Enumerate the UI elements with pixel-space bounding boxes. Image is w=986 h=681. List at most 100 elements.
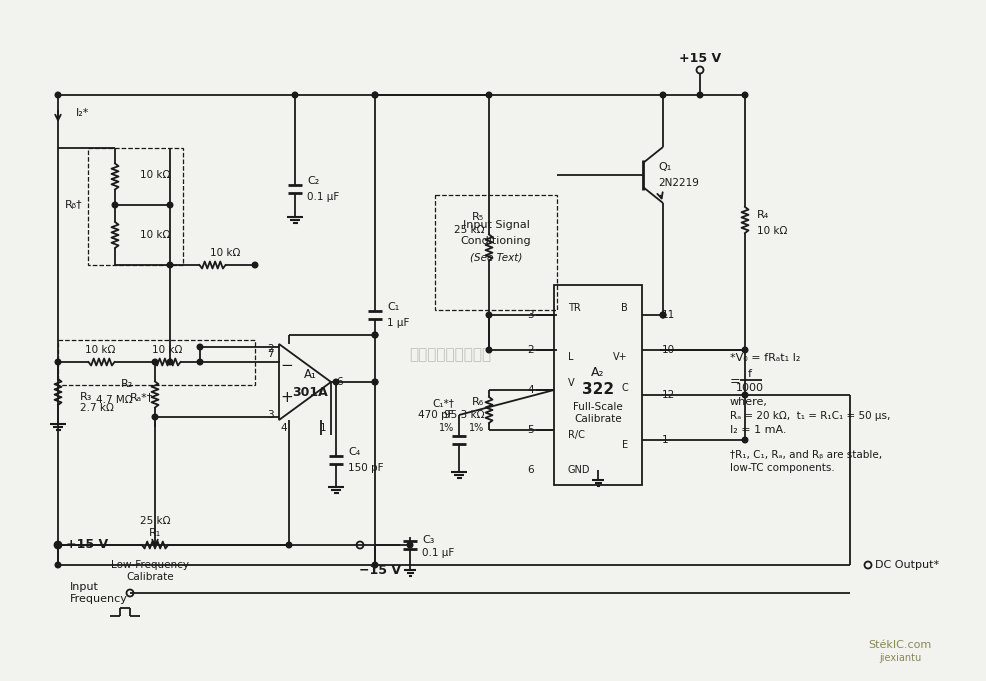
Text: 1: 1	[319, 423, 326, 433]
Text: −15 V: −15 V	[359, 563, 401, 577]
Bar	[435, 195, 557, 310]
Circle shape	[697, 92, 703, 98]
Text: C: C	[621, 383, 628, 393]
Text: 322: 322	[582, 383, 614, 398]
Text: 0.1 μF: 0.1 μF	[307, 191, 339, 202]
Text: 10 kΩ: 10 kΩ	[140, 230, 171, 240]
Circle shape	[372, 92, 378, 98]
Text: Calibrate: Calibrate	[574, 414, 622, 424]
Text: Rₐ = 20 kΩ,  t₁ = R₁C₁ = 50 μs,: Rₐ = 20 kΩ, t₁ = R₁C₁ = 50 μs,	[730, 411, 890, 421]
Circle shape	[55, 542, 61, 548]
Text: V: V	[568, 378, 575, 388]
Text: 470 pF: 470 pF	[418, 410, 454, 420]
Text: 10: 10	[662, 345, 675, 355]
Text: R₂: R₂	[120, 379, 133, 389]
Circle shape	[372, 379, 378, 385]
Circle shape	[112, 202, 117, 208]
Text: GND: GND	[568, 465, 591, 475]
Text: R/C: R/C	[568, 430, 585, 440]
Text: 2: 2	[267, 344, 274, 354]
Text: L: L	[568, 352, 574, 362]
Text: 25 kΩ: 25 kΩ	[454, 225, 484, 235]
Text: low-TC components.: low-TC components.	[730, 463, 835, 473]
Text: A₁: A₁	[304, 368, 317, 381]
Circle shape	[168, 262, 173, 268]
Text: +: +	[281, 390, 294, 405]
Text: Input: Input	[70, 582, 99, 592]
Text: E: E	[622, 440, 628, 450]
Text: A₂: A₂	[592, 366, 604, 379]
Text: DC Output*: DC Output*	[875, 560, 939, 570]
Circle shape	[742, 437, 747, 443]
Text: I₂ = 1 mA.: I₂ = 1 mA.	[730, 425, 787, 435]
Text: 1000: 1000	[736, 383, 764, 393]
Text: 10 kΩ: 10 kΩ	[140, 170, 171, 180]
Text: 11: 11	[662, 310, 675, 320]
Circle shape	[372, 332, 378, 338]
Text: 4: 4	[528, 385, 534, 395]
Bar	[58, 340, 255, 385]
Circle shape	[333, 379, 339, 385]
Circle shape	[252, 262, 257, 268]
Text: =: =	[730, 375, 740, 388]
Text: −: −	[281, 358, 294, 373]
Text: Frequency: Frequency	[70, 594, 128, 604]
Text: Full-Scale: Full-Scale	[573, 402, 623, 412]
Text: 1%: 1%	[468, 423, 484, 433]
Text: C₁: C₁	[387, 302, 399, 312]
Text: Q₁: Q₁	[658, 162, 671, 172]
Circle shape	[55, 92, 61, 98]
Text: B: B	[621, 303, 628, 313]
Text: Rₐ*†: Rₐ*†	[130, 392, 153, 402]
Circle shape	[661, 92, 666, 98]
Circle shape	[152, 359, 158, 365]
Text: 10 kΩ: 10 kΩ	[152, 345, 182, 355]
Circle shape	[292, 92, 298, 98]
Text: 1 μF: 1 μF	[387, 318, 409, 328]
Text: 10 kΩ: 10 kΩ	[757, 225, 788, 236]
Circle shape	[168, 359, 173, 365]
Text: 10 kΩ: 10 kΩ	[85, 345, 115, 355]
Circle shape	[55, 563, 61, 568]
Circle shape	[742, 92, 747, 98]
Text: 2N2219: 2N2219	[658, 178, 699, 188]
Text: 2.7 kΩ: 2.7 kΩ	[80, 403, 113, 413]
Text: 3: 3	[267, 410, 274, 420]
Circle shape	[486, 92, 492, 98]
Text: 7: 7	[267, 349, 274, 359]
Text: V+: V+	[613, 352, 628, 362]
Circle shape	[661, 312, 666, 318]
Text: 1: 1	[662, 435, 669, 445]
Text: 301A: 301A	[292, 385, 328, 398]
Text: R₆: R₆	[472, 397, 484, 407]
Text: Low-Frequency: Low-Frequency	[111, 560, 189, 570]
Text: C₂: C₂	[307, 176, 319, 185]
Circle shape	[372, 563, 378, 568]
Text: 5: 5	[528, 425, 534, 435]
Circle shape	[372, 92, 378, 98]
Text: jiexiantu: jiexiantu	[879, 653, 921, 663]
Text: Rᵦ†: Rᵦ†	[64, 200, 82, 210]
Text: R₃: R₃	[80, 392, 93, 402]
Text: +15 V: +15 V	[679, 52, 721, 65]
Circle shape	[197, 359, 203, 365]
Text: Calibrate: Calibrate	[126, 572, 174, 582]
Text: 3: 3	[528, 310, 534, 320]
Text: 6: 6	[528, 465, 534, 475]
Text: 4: 4	[281, 423, 287, 433]
Text: I₂*: I₂*	[76, 108, 90, 118]
Circle shape	[742, 392, 747, 398]
Text: StékIC.com: StékIC.com	[869, 640, 932, 650]
Text: R₁: R₁	[149, 528, 161, 538]
Bar	[88, 148, 183, 265]
Text: TR: TR	[568, 303, 581, 313]
Text: 0.1 μF: 0.1 μF	[422, 548, 455, 558]
Circle shape	[168, 202, 173, 208]
Text: +15 V: +15 V	[66, 539, 108, 552]
Circle shape	[197, 344, 203, 350]
Text: 杭州将富力有限公司: 杭州将富力有限公司	[409, 347, 491, 362]
Text: C₄: C₄	[348, 447, 360, 457]
Text: R₅: R₅	[472, 212, 484, 222]
Text: *V₀ = fRₐt₁ I₂: *V₀ = fRₐt₁ I₂	[730, 353, 801, 363]
Text: C₁*†: C₁*†	[432, 398, 454, 408]
